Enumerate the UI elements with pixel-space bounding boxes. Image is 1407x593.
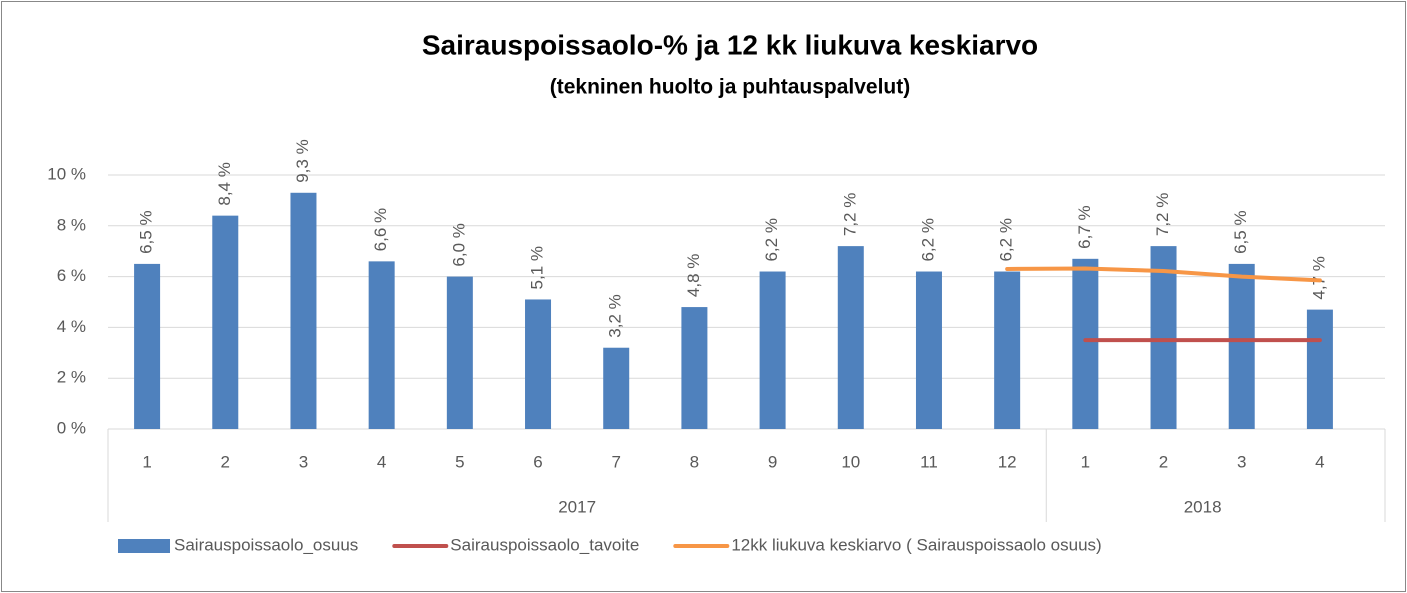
x-tick-label: 5 xyxy=(455,452,464,471)
line xyxy=(1005,266,1322,283)
bar xyxy=(681,307,708,429)
data-label: 7,2 % xyxy=(840,193,859,236)
x-tick-label: 3 xyxy=(1237,452,1246,471)
data-label: 7,2 % xyxy=(1153,193,1172,236)
data-label: 6,5 % xyxy=(1231,210,1250,253)
bar xyxy=(837,246,864,429)
legend-swatch xyxy=(118,539,170,553)
data-label: 9,3 % xyxy=(293,139,312,182)
x-tick-label: 11 xyxy=(920,452,938,471)
x-tick-label: 6 xyxy=(533,452,542,471)
y-tick-label: 10 % xyxy=(47,164,86,183)
data-label: 6,2 % xyxy=(762,218,781,261)
y-tick-label: 0 % xyxy=(57,418,86,437)
group-label: 2017 xyxy=(558,497,596,516)
bar xyxy=(525,299,552,429)
x-tick-label: 1 xyxy=(142,452,151,471)
bar xyxy=(1306,309,1333,429)
x-tick-label: 10 xyxy=(841,452,860,471)
data-label: 6,6 % xyxy=(371,208,390,251)
data-label: 3,2 % xyxy=(606,294,625,337)
bar xyxy=(759,271,786,429)
data-label: 4,8 % xyxy=(684,254,703,297)
legend-label: 12kk liukuva keskiarvo ( Sairauspoissaol… xyxy=(731,535,1101,554)
x-tick-label: 2 xyxy=(1159,452,1168,471)
data-label: 6,5 % xyxy=(137,210,156,253)
x-tick-label: 8 xyxy=(690,452,699,471)
legend-label: Sairauspoissaolo_osuus xyxy=(174,535,358,554)
data-label: 4,7 % xyxy=(1309,256,1328,299)
chart-title: Sairauspoissaolo-% ja 12 kk liukuva kesk… xyxy=(422,29,1038,60)
bar xyxy=(446,276,473,429)
bar xyxy=(1228,263,1255,429)
bar xyxy=(1150,246,1177,429)
bar xyxy=(915,271,942,429)
y-tick-label: 4 % xyxy=(57,317,86,336)
bar xyxy=(603,347,630,429)
x-tick-label: 4 xyxy=(1315,452,1324,471)
y-tick-label: 6 % xyxy=(57,266,86,285)
x-tick-label: 4 xyxy=(377,452,386,471)
x-tick-label: 2 xyxy=(221,452,230,471)
data-label: 6,0 % xyxy=(449,223,468,266)
bar xyxy=(134,263,161,429)
y-tick-label: 8 % xyxy=(57,215,86,234)
data-label: 6,7 % xyxy=(1075,205,1094,248)
legend-label: Sairauspoissaolo_tavoite xyxy=(450,535,639,554)
data-label: 5,1 % xyxy=(528,246,547,289)
x-tick-label: 7 xyxy=(611,452,620,471)
bar xyxy=(212,215,239,429)
x-tick-label: 9 xyxy=(768,452,777,471)
bar xyxy=(290,192,317,429)
data-label: 6,2 % xyxy=(997,218,1016,261)
bar xyxy=(368,261,395,429)
bar xyxy=(994,271,1021,429)
group-label: 2018 xyxy=(1184,497,1222,516)
x-tick-label: 3 xyxy=(299,452,308,471)
bar xyxy=(1072,258,1099,429)
data-label: 8,4 % xyxy=(215,162,234,205)
chart-subtitle: (tekninen huolto ja puhtauspalvelut) xyxy=(550,76,911,99)
data-label: 6,2 % xyxy=(918,218,937,261)
x-tick-label: 1 xyxy=(1081,452,1090,471)
y-tick-label: 2 % xyxy=(57,368,86,387)
x-tick-label: 12 xyxy=(998,452,1017,471)
